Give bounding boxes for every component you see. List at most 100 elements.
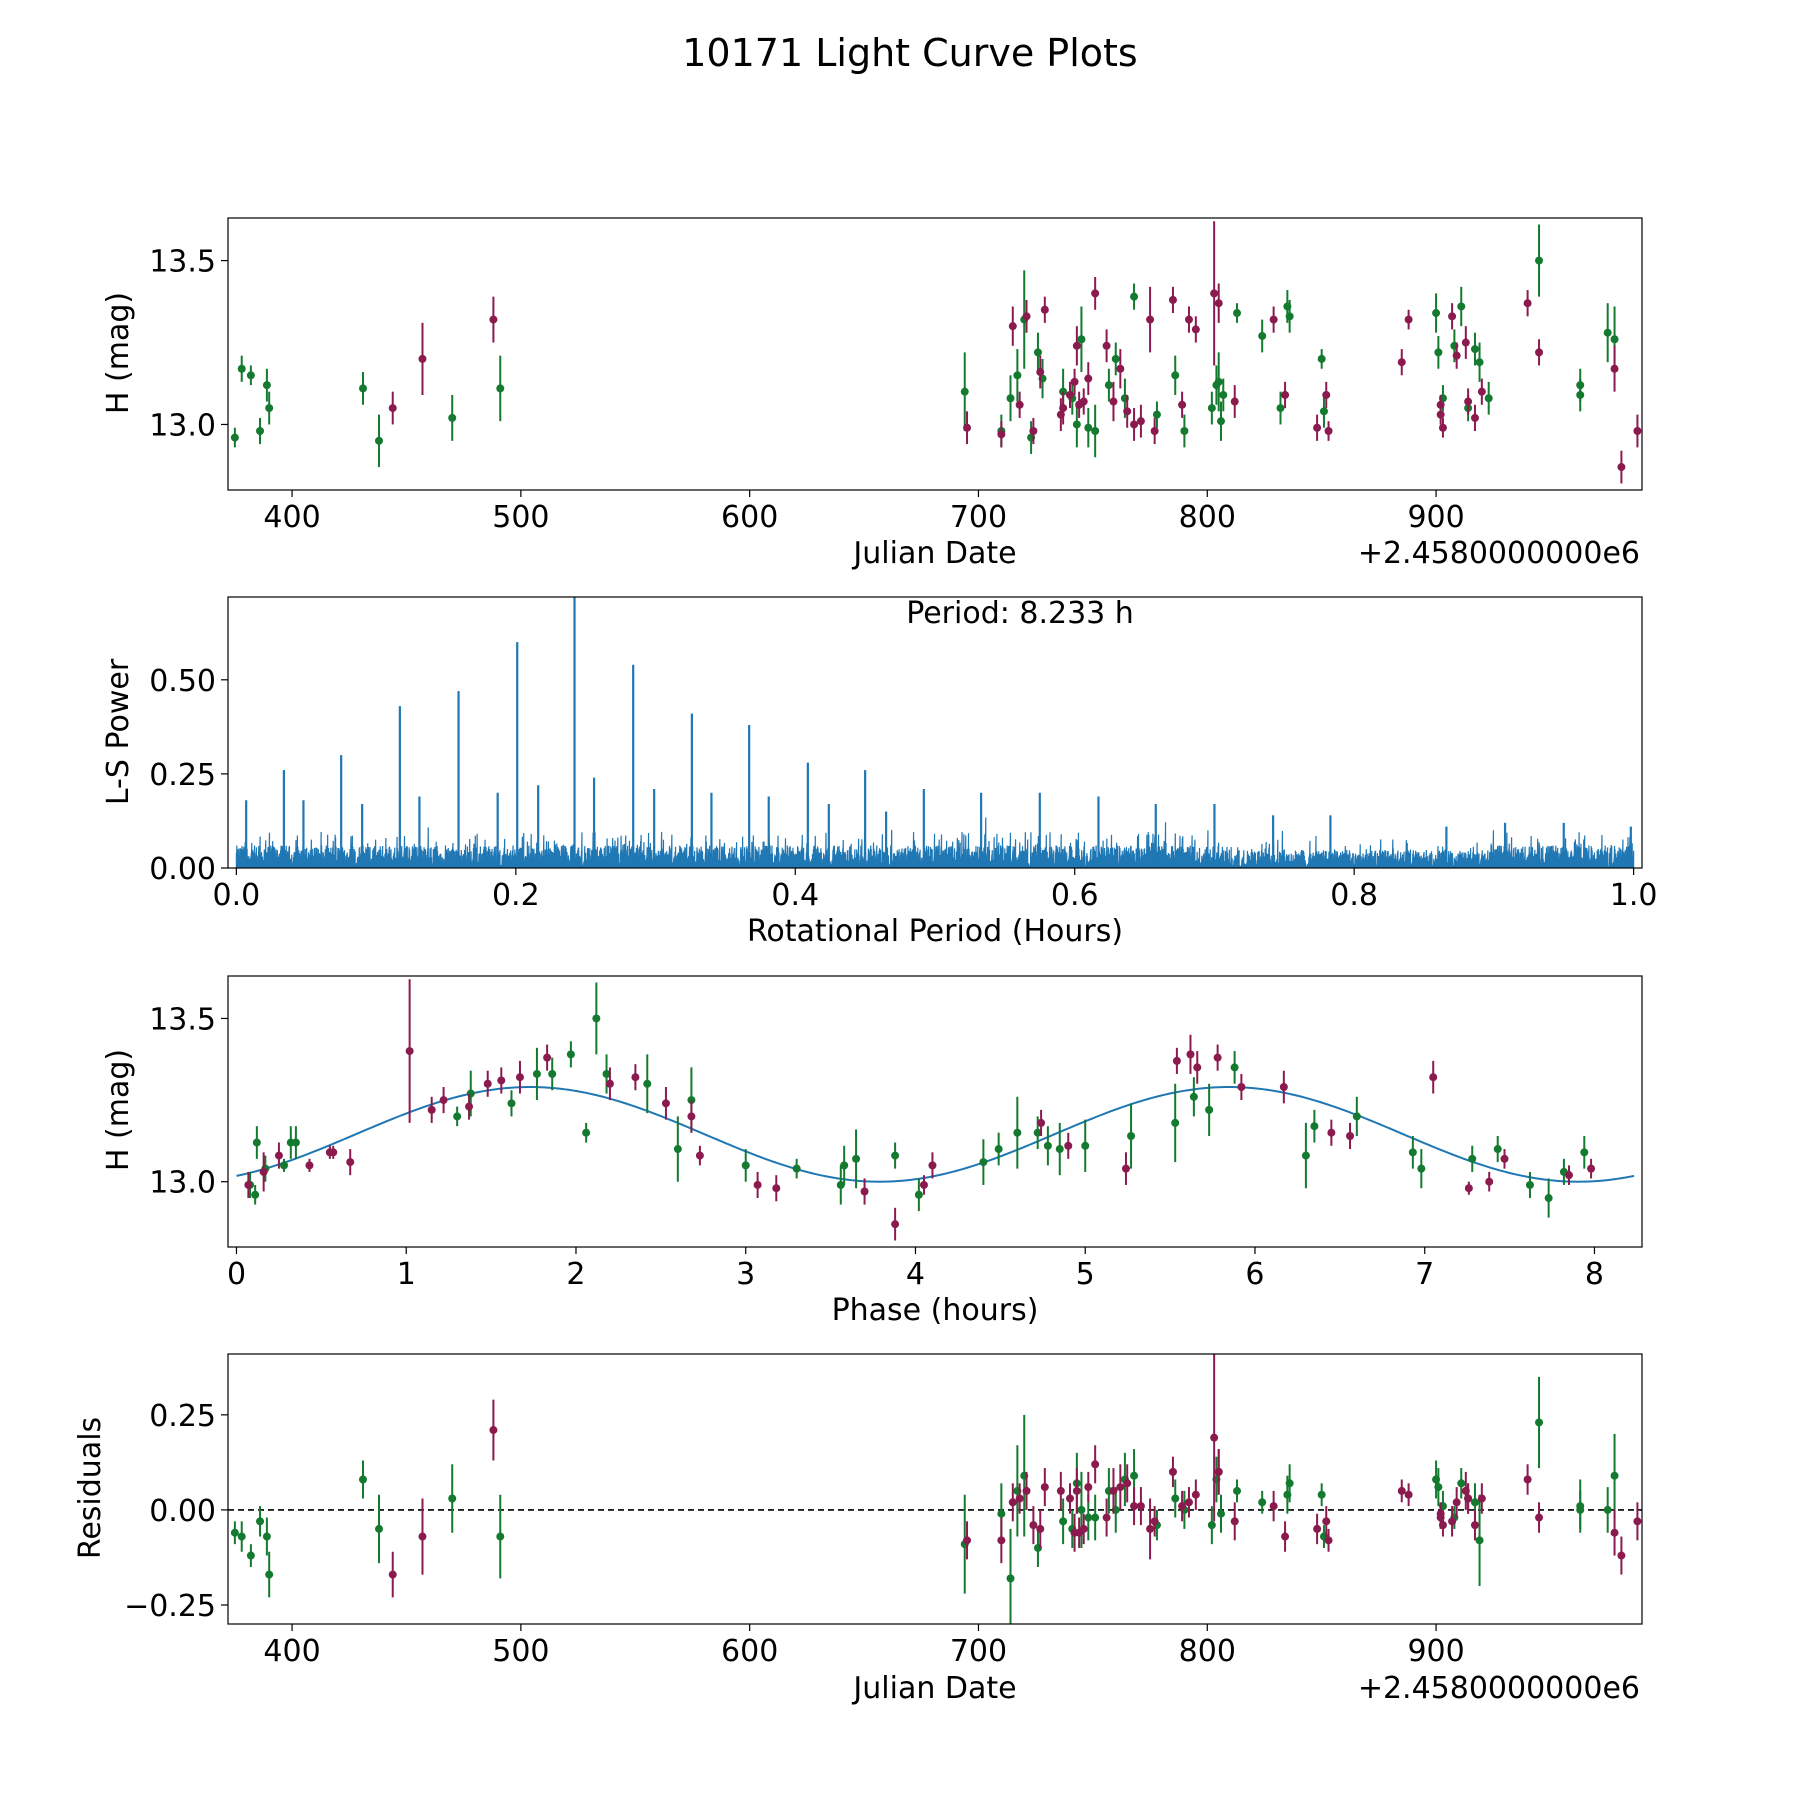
data-point [1184,1498,1193,1507]
data-point [1258,331,1267,340]
data-point [1084,1513,1093,1522]
data-point [960,387,969,396]
y-tick-label: 13.5 [149,1002,216,1037]
data-point [244,1180,253,1189]
data-point [1417,1164,1426,1173]
data-point [1033,1128,1042,1137]
data-point [291,1138,300,1147]
data-point [1136,1502,1145,1511]
data-point [1109,397,1118,406]
data-point [1091,1513,1100,1522]
data-point [465,1102,474,1111]
data-point [914,1190,923,1199]
data-point [1475,358,1484,367]
data-point [1281,390,1290,399]
data-point [1535,1418,1544,1427]
data-point [963,423,972,432]
data-point [1168,295,1177,304]
data-point [1452,351,1461,360]
data-point [1470,413,1479,422]
data-point [256,427,265,436]
data-point [1565,1171,1574,1180]
panel-light-curve: Julian Date H (mag) +2.4580000000e6 400 5… [101,217,1643,571]
y-tick-label: 0.50 [149,664,216,699]
data-point [543,1053,552,1062]
data-point [1269,1502,1278,1511]
data-point [1081,1141,1090,1150]
data-point [1523,299,1532,308]
figure-title: 10171 Light Curve Plots [682,31,1137,75]
data-point [1172,1056,1181,1065]
data-point [1276,404,1285,413]
data-point [1189,1092,1198,1101]
data-point [1008,322,1017,331]
data-point [1130,292,1139,301]
data-point [1191,325,1200,334]
data-point [1485,1177,1494,1186]
data-point [1055,1145,1064,1154]
data-point [1178,1502,1187,1511]
data-point [997,1536,1006,1545]
data-point [1091,427,1100,436]
data-point [1213,1053,1222,1062]
series-magenta [388,221,1642,484]
data-point [489,315,498,324]
data-point [1217,1509,1226,1518]
data-point [840,1161,849,1170]
plot-area [228,1354,1642,1624]
x-tick-label: 4 [906,1257,925,1292]
data-point [1258,1498,1267,1507]
x-tick-label: 500 [492,500,549,535]
data-point [963,1536,972,1545]
data-point [687,1112,696,1121]
data-point [1301,1151,1310,1160]
x-tick-label: 1 [397,1257,416,1292]
data-point [515,1073,524,1082]
data-point [483,1079,492,1088]
data-point [1116,364,1125,373]
data-point [1123,407,1132,416]
data-point [1072,1486,1081,1495]
y-tick-label: 13.0 [149,1166,216,1201]
data-point [1313,1524,1322,1533]
data-point [230,1528,239,1537]
data-point [1404,315,1413,324]
data-point [1084,374,1093,383]
data-point [265,404,274,413]
data-point [262,381,271,390]
x-tick-label: 5 [1076,1257,1095,1292]
panel-periodogram: Rotational Period (Hours) L-S Power Peri… [101,596,1657,949]
data-point [1217,417,1226,426]
y-axis-label: L-S Power [101,658,136,805]
data-point [375,436,384,445]
data-point [1079,397,1088,406]
data-point [1043,1141,1052,1150]
data-point [836,1180,845,1189]
data-point [997,1509,1006,1518]
plot-area [236,979,1635,1241]
data-point [1171,371,1180,380]
data-point [1022,312,1031,321]
data-point [325,1148,334,1157]
data-point [251,1190,260,1199]
data-point [1544,1194,1553,1203]
data-point [891,1151,900,1160]
x-axis-offset-text: +2.4580000000e6 [1358,536,1640,571]
data-point [1438,1521,1447,1530]
data-point [1438,423,1447,432]
data-point [1230,1517,1239,1526]
x-tick-label: 500 [492,1634,549,1669]
y-tick-label: 0.00 [149,1494,216,1529]
data-point [1429,1073,1438,1082]
data-point [673,1145,682,1154]
y-tick-label: 13.5 [149,245,216,280]
data-point [860,1187,869,1196]
data-point [532,1069,541,1078]
data-point [1022,1486,1031,1495]
data-point [661,1099,670,1108]
data-point [1322,390,1331,399]
data-point [1576,390,1585,399]
y-tick-label: 0.00 [149,852,216,887]
y-axis-label: H (mag) [101,1049,136,1171]
data-point [1475,1536,1484,1545]
